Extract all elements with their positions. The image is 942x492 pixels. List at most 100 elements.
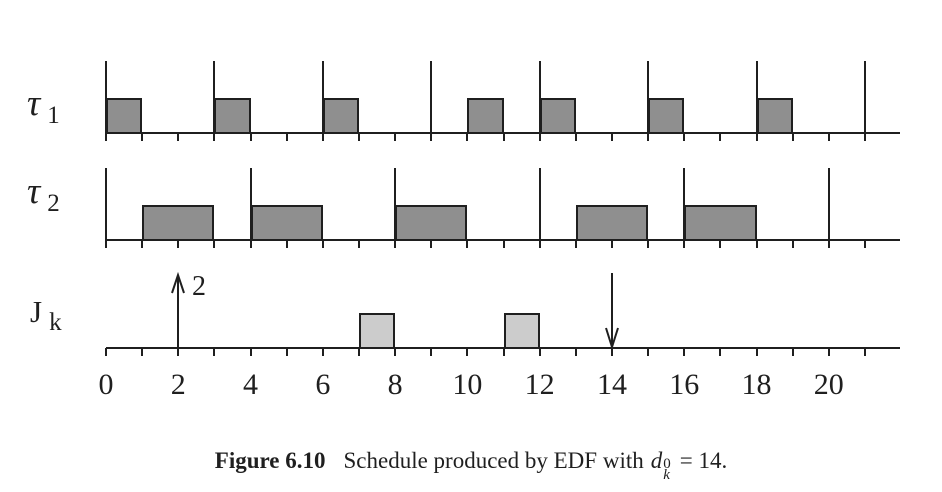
release-mark	[105, 168, 107, 240]
tick-mark	[105, 348, 107, 356]
tick-mark	[321, 348, 324, 356]
execution-block	[539, 98, 576, 134]
axis-label: 20	[813, 368, 844, 401]
execution-block	[214, 98, 251, 134]
tick-mark	[538, 348, 541, 356]
tick-mark	[610, 133, 613, 141]
release-mark	[321, 61, 324, 133]
tick-mark	[357, 348, 360, 356]
tick-mark	[647, 133, 650, 141]
tick-mark	[394, 133, 397, 141]
arrival-arrow	[171, 271, 186, 348]
tick-mark	[177, 348, 180, 356]
tick-mark	[141, 240, 144, 248]
tick-mark	[466, 348, 469, 356]
caption-math-tail: = 14.	[679, 448, 728, 473]
release-mark	[755, 61, 758, 133]
release-mark	[538, 61, 541, 133]
tick-mark	[863, 348, 866, 356]
tick-mark	[827, 240, 830, 248]
math-subscript: k	[663, 466, 670, 483]
tick-mark	[177, 133, 180, 141]
math-superscript: 0	[663, 456, 671, 472]
tick-mark	[430, 348, 433, 356]
axis-label: 12	[524, 368, 555, 401]
execution-block	[395, 205, 468, 241]
tick-mark	[610, 348, 613, 356]
tick-mark	[574, 133, 577, 141]
execution-block	[142, 205, 215, 241]
tick-mark	[755, 240, 758, 248]
tick-mark	[683, 240, 686, 248]
tick-mark	[249, 133, 252, 141]
deadline-arrow	[604, 273, 619, 349]
jk-subscript: k	[49, 309, 62, 336]
axis-label: 8	[387, 368, 403, 401]
j-symbol: J	[30, 294, 43, 329]
tick-mark	[394, 240, 397, 248]
tick-mark	[141, 133, 144, 141]
release-mark	[683, 168, 686, 240]
tick-mark	[466, 133, 469, 141]
tick-mark	[502, 133, 505, 141]
execution-block	[575, 205, 649, 241]
tick-mark	[719, 133, 722, 141]
tick-mark	[719, 240, 722, 248]
tick-mark	[827, 348, 830, 356]
tick-mark	[574, 348, 577, 356]
execution-block	[684, 205, 757, 241]
arrival-time-label: 2	[192, 271, 206, 302]
tick-mark	[141, 348, 144, 356]
execution-block	[358, 313, 396, 349]
tick-mark	[791, 348, 794, 356]
tick-mark	[285, 133, 288, 141]
axis-label: 14	[596, 368, 627, 401]
tick-mark	[502, 240, 505, 248]
figure-caption: Figure 6.10 Schedule produced by EDF with…	[0, 448, 942, 483]
release-mark	[827, 168, 830, 240]
execution-block	[250, 205, 323, 241]
tick-mark	[683, 133, 686, 141]
release-mark	[647, 61, 650, 133]
tick-mark	[574, 240, 577, 248]
tick-mark	[394, 348, 397, 356]
release-mark	[213, 61, 216, 133]
tick-mark	[791, 133, 794, 141]
tick-mark	[647, 240, 650, 248]
tick-mark	[430, 133, 433, 141]
execution-block	[648, 98, 685, 134]
axis-label: 4	[243, 368, 259, 401]
tick-mark	[647, 348, 650, 356]
figure-number: Figure 6.10	[214, 448, 326, 473]
tick-mark	[213, 133, 216, 141]
release-mark	[249, 168, 252, 240]
release-mark	[430, 61, 433, 133]
axis-label: 2	[170, 368, 186, 401]
release-mark	[105, 61, 107, 133]
axis-label: 10	[452, 368, 483, 401]
tick-mark	[249, 348, 252, 356]
axis-label: 18	[741, 368, 772, 401]
axis-label: 16	[669, 368, 700, 401]
tick-mark	[466, 240, 469, 248]
tick-mark	[827, 133, 830, 141]
math-d-symbol: d	[650, 448, 663, 473]
tick-mark	[538, 240, 541, 248]
tick-mark	[105, 133, 107, 141]
tick-mark	[719, 348, 722, 356]
tick-mark	[321, 133, 324, 141]
caption-text: Schedule produced by EDF with	[343, 448, 644, 473]
tick-mark	[357, 240, 360, 248]
execution-block	[756, 98, 793, 134]
tick-mark	[538, 133, 541, 141]
release-mark	[394, 168, 397, 240]
tick-mark	[285, 348, 288, 356]
tau-symbol: τ	[27, 83, 41, 124]
tau-symbol: τ	[27, 171, 41, 212]
tick-mark	[502, 348, 505, 356]
tick-mark	[863, 133, 866, 141]
tick-mark	[105, 240, 107, 248]
tick-mark	[755, 133, 758, 141]
